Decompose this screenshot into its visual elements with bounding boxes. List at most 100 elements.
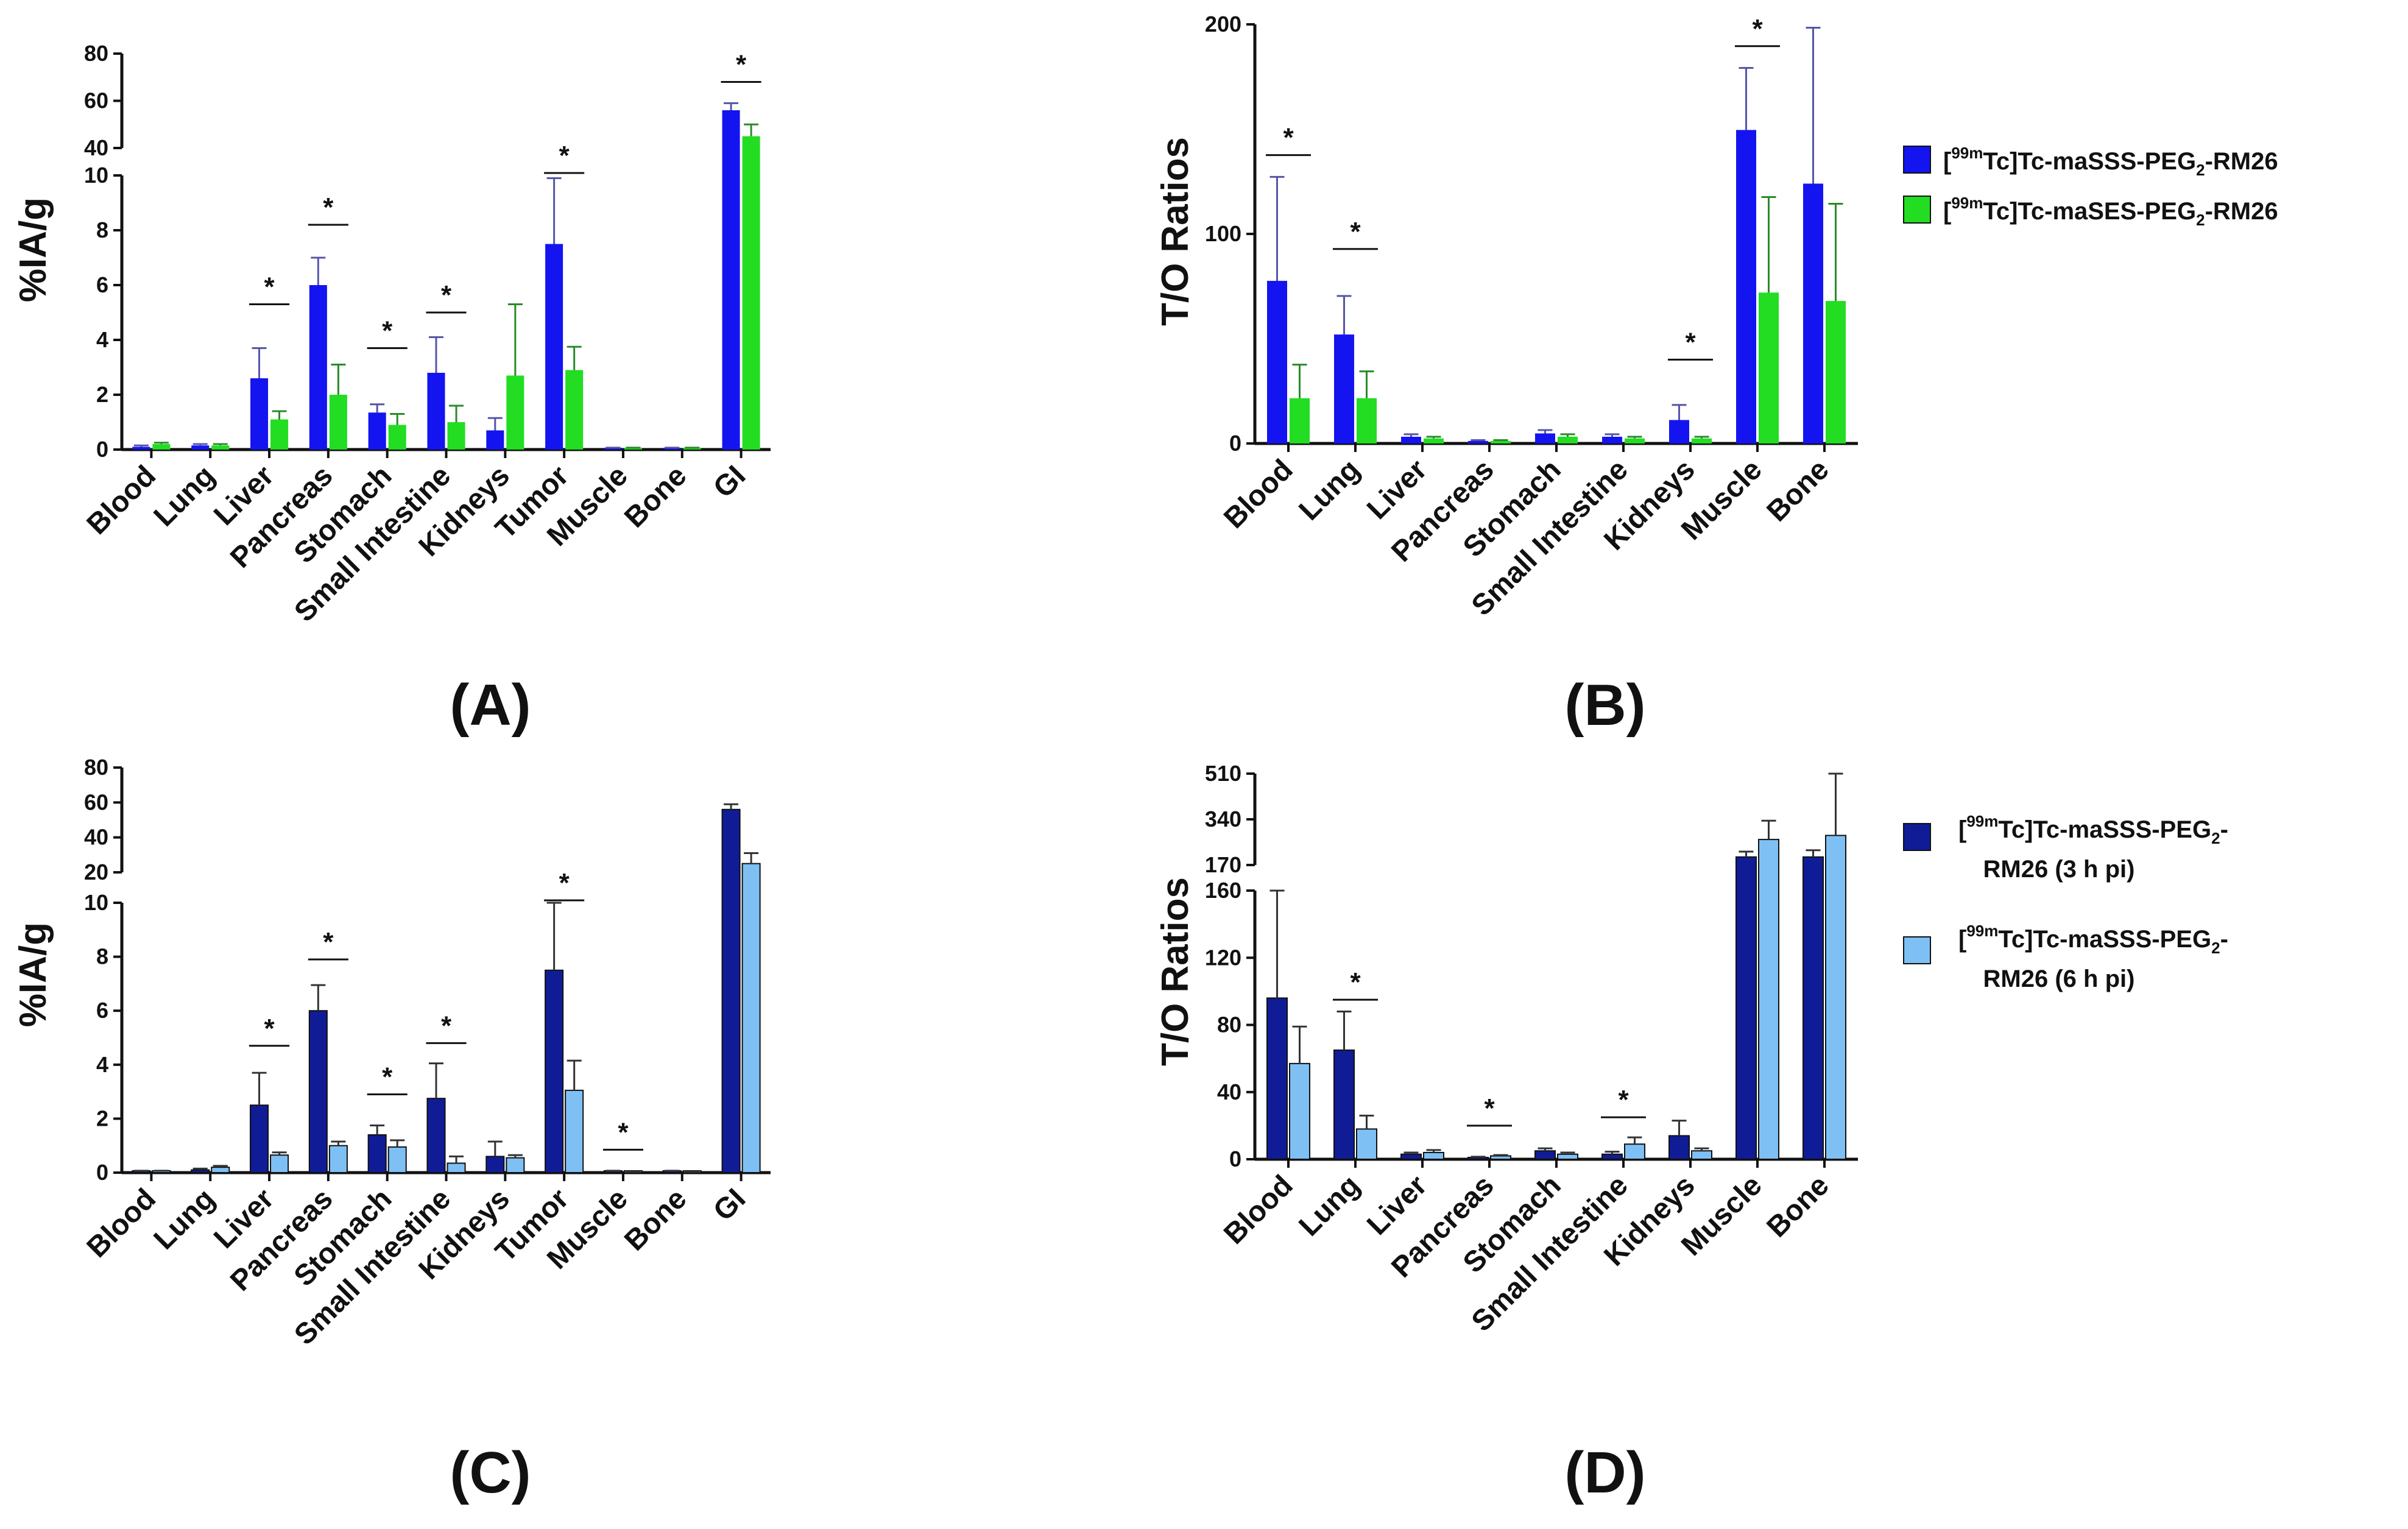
bar-b-s0-stomach [1535, 433, 1555, 443]
bar-c-s0-liver [250, 1104, 269, 1173]
bar-d-s0-kidneys [1668, 1135, 1690, 1160]
bar-b-s1-blood [1290, 398, 1310, 443]
bar-b-s0-lung [1334, 334, 1354, 443]
bar-a-s1-stomach [388, 425, 406, 450]
bar-c-s0-pancreas [308, 1010, 328, 1173]
y-tick-label-a-0-4: 8 [96, 217, 108, 242]
bar-c-s0-tumor [545, 969, 564, 1173]
bar-c-s0-stomach [367, 1134, 387, 1173]
y-tick-label-d-1-2: 510 [1205, 761, 1241, 786]
bar-d-s1-muscle [1758, 839, 1779, 1160]
bar-c-s1-gi [741, 863, 761, 1173]
legend-label-3h-line2: RM26 (3 h pi) [1983, 856, 2135, 883]
bar-a-s0-pancreas [309, 285, 327, 450]
y-tick-label-b-0-0: 0 [1229, 431, 1241, 456]
bar-c-s1-tumor [565, 1089, 584, 1174]
bar-c-s0-kidneys [485, 1156, 505, 1174]
bar-c-s0-gi [721, 808, 741, 1174]
y-axis-title-b: T/O Ratios [1154, 137, 1196, 326]
legend-bottom: [99mTc]Tc-maSSS-PEG2- RM26 (3 h pi) [99m… [1903, 812, 2228, 992]
significance-star-a-1: * [323, 192, 334, 222]
y-tick-label-a-0-0: 0 [96, 437, 108, 462]
significance-star-b-0: * [1283, 123, 1294, 153]
bar-d-s1-small-intestine [1624, 1143, 1645, 1160]
significance-star-a-3: * [441, 280, 452, 310]
y-tick-label-a-0-1: 2 [96, 382, 108, 407]
bar-b-s1-pancreas [1491, 440, 1511, 443]
legend-top: [99mTc]Tc-maSSS-PEG2-RM26 [99mTc]Tc-maSE… [1903, 144, 2278, 229]
y-axis-title-d: T/O Ratios [1154, 877, 1196, 1066]
bar-a-s0-stomach [368, 412, 386, 450]
bar-a-s0-liver [250, 378, 269, 450]
legend-label-masss: [99mTc]Tc-maSSS-PEG2-RM26 [1943, 144, 2278, 179]
legend-swatch-mases [1903, 196, 1931, 224]
y-tick-label-c-1-1: 40 [84, 825, 108, 850]
significance-star-b-3: * [1752, 14, 1763, 44]
y-tick-label-b-0-2: 200 [1205, 12, 1241, 37]
bar-c-s1-liver [270, 1154, 289, 1173]
y-axis-title-a: %IA/g [12, 197, 54, 302]
bar-b-s0-kidneys [1669, 420, 1689, 443]
bar-b-s1-bone [1826, 301, 1846, 443]
significance-star-a-4: * [559, 141, 570, 171]
y-tick-label-c-0-3: 6 [96, 998, 108, 1023]
bar-d-s1-pancreas [1490, 1155, 1511, 1160]
significance-star-a-0: * [264, 272, 275, 302]
y-tick-label-d-1-0: 170 [1205, 852, 1241, 877]
y-axis-title-c: %IA/g [12, 922, 54, 1027]
bar-a-s1-bone [683, 448, 701, 450]
bar-a-s0-gi [722, 110, 740, 450]
bar-a-s1-blood [152, 444, 171, 450]
y-tick-label-c-1-3: 80 [84, 755, 108, 780]
bar-d-s0-lung [1333, 1049, 1355, 1160]
bar-b-s1-small-intestine [1625, 438, 1645, 443]
bar-d-s0-small-intestine [1601, 1153, 1623, 1160]
bar-b-s1-stomach [1558, 436, 1578, 443]
bar-d-s0-stomach [1534, 1150, 1556, 1160]
y-tick-label-a-0-3: 6 [96, 272, 108, 297]
bar-d-s0-blood [1266, 997, 1288, 1160]
bar-a-s1-pancreas [329, 395, 347, 450]
y-tick-label-d-0-1: 40 [1217, 1079, 1241, 1104]
bar-b-s1-kidneys [1692, 438, 1712, 443]
y-tick-label-d-0-3: 120 [1205, 945, 1241, 970]
y-tick-label-c-0-4: 8 [96, 944, 108, 969]
bar-d-s0-bone [1802, 856, 1824, 1160]
bar-d-s1-kidneys [1691, 1150, 1712, 1160]
bar-c-s0-small-intestine [426, 1098, 446, 1174]
bar-b-s0-bone [1803, 183, 1823, 443]
bar-a-s1-small-intestine [447, 422, 465, 450]
bar-c-s1-stomach [387, 1146, 407, 1174]
bar-a-s1-muscle [624, 448, 642, 450]
bar-b-s0-pancreas [1468, 440, 1488, 443]
bar-c-s1-small-intestine [447, 1162, 466, 1173]
y-tick-label-d-0-4: 160 [1205, 878, 1241, 903]
significance-star-d-0: * [1350, 967, 1361, 997]
significance-star-c-1: * [323, 927, 334, 957]
bar-a-s1-liver [270, 419, 289, 450]
y-tick-label-a-1-1: 60 [84, 88, 108, 113]
bar-b-s1-lung [1357, 398, 1377, 443]
y-tick-label-c-1-2: 60 [84, 789, 108, 814]
significance-star-d-1: * [1484, 1093, 1495, 1123]
bar-a-s1-lung [211, 445, 230, 450]
bar-b-s0-blood [1267, 281, 1287, 443]
bar-a-s0-small-intestine [427, 373, 445, 450]
bar-d-s1-stomach [1557, 1153, 1578, 1160]
significance-star-d-2: * [1618, 1085, 1629, 1115]
significance-star-c-3: * [441, 1011, 452, 1040]
bar-b-s1-liver [1424, 438, 1444, 443]
legend-label-6h-line2: RM26 (6 h pi) [1983, 966, 2135, 992]
bar-d-s0-muscle [1735, 856, 1757, 1160]
y-tick-label-a-1-2: 80 [84, 41, 108, 66]
bar-c-s1-lung [211, 1167, 230, 1174]
panel-label-c: (C) [450, 1440, 531, 1505]
y-tick-label-c-0-2: 4 [96, 1052, 108, 1077]
bar-d-s0-liver [1400, 1153, 1422, 1160]
bar-b-s1-muscle [1759, 292, 1779, 443]
y-tick-label-a-1-0: 40 [84, 135, 108, 160]
bar-a-s1-tumor [565, 370, 584, 450]
bar-d-s0-pancreas [1467, 1157, 1489, 1160]
y-tick-label-c-0-0: 0 [96, 1160, 108, 1185]
y-tick-label-b-0-1: 100 [1205, 221, 1241, 246]
